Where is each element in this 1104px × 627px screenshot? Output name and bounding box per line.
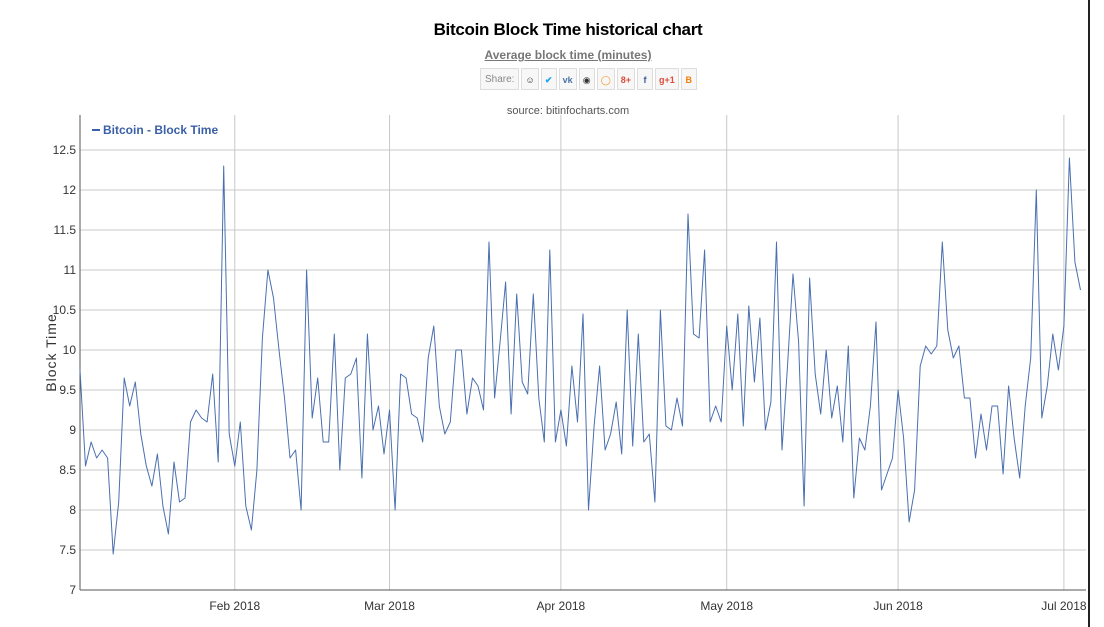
y-tick-label: 12 (63, 183, 77, 197)
facebook-icon[interactable]: f (637, 68, 654, 90)
y-tick-label: 9 (69, 423, 76, 437)
blogger-icon[interactable]: B (680, 68, 697, 90)
google-plus-icon[interactable]: 8+ (616, 68, 636, 90)
y-tick-label: 10 (63, 343, 77, 357)
series-line (79, 157, 1081, 555)
y-axis-label: Block Time (43, 313, 59, 391)
y-tick-label: 10.5 (53, 303, 77, 317)
chart-title: Bitcoin Block Time historical chart (433, 20, 703, 39)
x-tick-label: Jun 2018 (873, 599, 923, 613)
x-tick-label: Jul 2018 (1041, 599, 1087, 613)
share-bar: Share: ☺ ✔ vk ◉ ◯ 8+ f g+1 B (480, 68, 697, 92)
y-tick-label: 11 (64, 263, 77, 277)
chart-subtitle[interactable]: Average block time (minutes) (484, 48, 652, 62)
chart-source: source: bitinfocharts.com (506, 105, 630, 117)
legend-label: Bitcoin - Block Time (103, 123, 218, 137)
reddit-icon[interactable]: ☺ (521, 68, 539, 90)
vk-icon[interactable]: vk (558, 68, 577, 90)
x-tick-label: Feb 2018 (209, 599, 260, 613)
page-divider (1088, 0, 1090, 627)
y-tick-label: 7 (69, 583, 76, 597)
x-tick-label: Mar 2018 (364, 599, 415, 613)
x-tick-label: Apr 2018 (537, 599, 586, 613)
odnoklassniki-icon[interactable]: ◯ (596, 68, 615, 90)
y-tick-label: 9.5 (59, 383, 76, 397)
y-tick-label: 7.5 (59, 543, 76, 557)
y-tick-label: 8.5 (59, 463, 76, 477)
twitter-icon[interactable]: ✔ (540, 68, 557, 90)
y-tick-label: 12.5 (53, 143, 77, 157)
x-tick-label: May 2018 (700, 599, 753, 613)
y-tick-label: 8 (69, 503, 76, 517)
y-tick-label: 11.5 (54, 223, 77, 237)
google-plus-one-icon[interactable]: g+1 (655, 68, 679, 90)
share-label: Share: (480, 68, 520, 90)
weibo-icon[interactable]: ◉ (578, 68, 595, 90)
